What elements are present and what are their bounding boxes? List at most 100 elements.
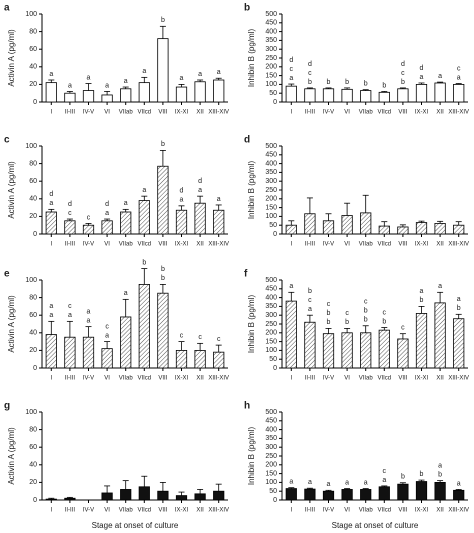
y-tick-label: 60: [29, 46, 37, 53]
bar: [415, 313, 428, 369]
bar: [453, 84, 465, 103]
panel-label: e: [4, 269, 10, 280]
y-tick-label: 300: [265, 444, 277, 451]
y-axis-label: Inhibin B (pg/ml): [247, 29, 256, 88]
significance-letter: a: [124, 200, 128, 207]
y-tick-label: 60: [29, 312, 37, 319]
y-tick-label: 0: [33, 365, 37, 372]
bar: [101, 220, 113, 235]
bar: [213, 490, 225, 501]
bar: [304, 488, 316, 501]
x-tick-label: VI: [344, 242, 350, 248]
y-tick-label: 450: [265, 418, 277, 425]
significance-letter: a: [327, 481, 331, 488]
significance-letter: b: [364, 308, 368, 315]
significance-letter: a: [49, 200, 53, 207]
significance-letter: a: [124, 78, 128, 85]
significance-letter: a: [308, 306, 312, 313]
y-tick-label: 100: [25, 143, 37, 150]
bar: [120, 316, 132, 369]
bar: [194, 81, 206, 103]
significance-letter: b: [345, 79, 349, 86]
significance-letter: a: [198, 187, 202, 194]
x-tick-label: I: [290, 508, 292, 514]
significance-letter: a: [87, 74, 91, 81]
x-tick-label: XIII-XIV: [208, 242, 229, 248]
significance-letter: b: [438, 471, 442, 478]
x-tick-label: XII: [196, 110, 204, 116]
bar: [341, 215, 353, 235]
bar: [82, 90, 95, 103]
x-tick-label: VIIcd: [377, 242, 391, 248]
x-tick-label: IV-V: [323, 508, 334, 514]
x-tick-label: IX-XI: [415, 508, 429, 514]
x-tick-label: XII: [196, 242, 204, 248]
significance-letter: a: [180, 75, 184, 82]
y-tick-label: 60: [29, 444, 37, 451]
bar: [360, 332, 372, 369]
x-tick-label: IX-XI: [415, 110, 429, 116]
bar: [434, 481, 446, 501]
bar: [101, 348, 113, 369]
bar: [415, 481, 428, 501]
significance-letter: a: [457, 480, 461, 487]
bar: [360, 489, 372, 501]
significance-letter: d: [105, 201, 109, 208]
significance-letter: d: [49, 191, 53, 198]
y-axis-label: Activin A (pg/ml): [7, 295, 16, 353]
x-tick-label: VIIab: [119, 110, 134, 116]
x-tick-label: VIII: [398, 376, 407, 382]
y-tick-label: 80: [29, 294, 37, 301]
bar: [285, 488, 297, 501]
significance-letter: b: [457, 305, 461, 312]
bar: [322, 88, 335, 103]
significance-letter: b: [327, 319, 331, 326]
x-axis-label: Stage at onset of culture: [92, 521, 179, 530]
x-tick-label: VIIab: [119, 508, 134, 514]
x-tick-label: IV-V: [323, 242, 334, 248]
significance-letter: a: [142, 68, 146, 75]
x-tick-label: XII: [196, 508, 204, 514]
significance-letter: a: [457, 74, 461, 81]
bar: [341, 332, 353, 369]
x-tick-label: I: [50, 376, 52, 382]
bar: [45, 82, 57, 103]
bar: [322, 490, 335, 501]
bar: [378, 91, 390, 103]
y-tick-label: 400: [265, 28, 277, 35]
x-tick-label: II-III: [305, 110, 316, 116]
x-tick-label: I: [50, 242, 52, 248]
significance-letter: b: [420, 471, 424, 478]
panel-label: a: [4, 3, 10, 14]
y-tick-label: 40: [29, 64, 37, 71]
x-tick-label: VI: [344, 508, 350, 514]
significance-letter: b: [161, 141, 165, 148]
x-tick-label: I: [50, 110, 52, 116]
bar: [138, 200, 150, 235]
x-tick-label: VIII: [398, 110, 407, 116]
y-tick-label: 40: [29, 462, 37, 469]
x-tick-label: VIII: [398, 242, 407, 248]
x-tick-label: VIII: [158, 508, 167, 514]
significance-letter: c: [383, 309, 387, 316]
bar: [453, 318, 465, 369]
significance-letter: b: [161, 266, 165, 273]
x-tick-label: VI: [104, 110, 110, 116]
y-tick-label: 450: [265, 286, 277, 293]
bar: [82, 224, 95, 235]
y-tick-label: 0: [33, 99, 37, 106]
significance-letter: c: [457, 65, 461, 72]
y-tick-label: 500: [265, 143, 277, 150]
significance-letter: a: [49, 303, 53, 310]
y-tick-label: 150: [265, 338, 277, 345]
x-tick-label: II-III: [65, 508, 76, 514]
x-tick-label: VI: [104, 376, 110, 382]
x-tick-label: XIII-XIV: [208, 110, 229, 116]
y-tick-label: 400: [265, 426, 277, 433]
bar: [341, 489, 353, 501]
bar: [378, 486, 390, 501]
y-tick-label: 20: [29, 347, 37, 354]
bar: [397, 483, 409, 501]
bar: [64, 336, 76, 369]
